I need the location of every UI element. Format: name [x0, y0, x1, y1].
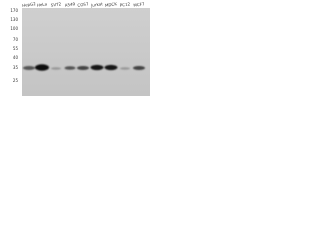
band	[133, 66, 145, 70]
lane-label: HepG2	[22, 1, 37, 8]
bands	[23, 64, 145, 71]
band	[35, 64, 49, 71]
band	[120, 67, 130, 70]
marker-label: 35	[13, 65, 19, 70]
blot-figure: HepG2 HeLa SVT2 A549 COS7 Jurkat MDCK PC12 MCF7 1…	[10, 1, 150, 96]
lane-label: PC12	[119, 1, 130, 7]
marker-label: 70	[13, 37, 19, 42]
marker-label: 100	[10, 26, 18, 31]
band	[90, 64, 104, 71]
band	[64, 66, 76, 70]
marker-label: 55	[13, 46, 19, 51]
marker-label: 25	[13, 78, 19, 83]
lane-label: HeLa	[37, 1, 48, 7]
lane-label: SVT2	[50, 1, 61, 7]
lane-label: MCF7	[133, 1, 145, 8]
band	[51, 67, 61, 70]
band	[104, 64, 118, 71]
lane-label: MDCK	[105, 1, 118, 8]
marker-label: 40	[13, 55, 19, 60]
lane-label: A549	[64, 1, 75, 7]
marker-label: 130	[10, 17, 18, 22]
band	[77, 66, 89, 70]
lane-label: COS7	[77, 1, 89, 8]
marker-label: 170	[10, 8, 18, 13]
band	[23, 66, 35, 70]
membrane	[22, 8, 150, 96]
lane-label: Jurkat	[90, 1, 104, 8]
